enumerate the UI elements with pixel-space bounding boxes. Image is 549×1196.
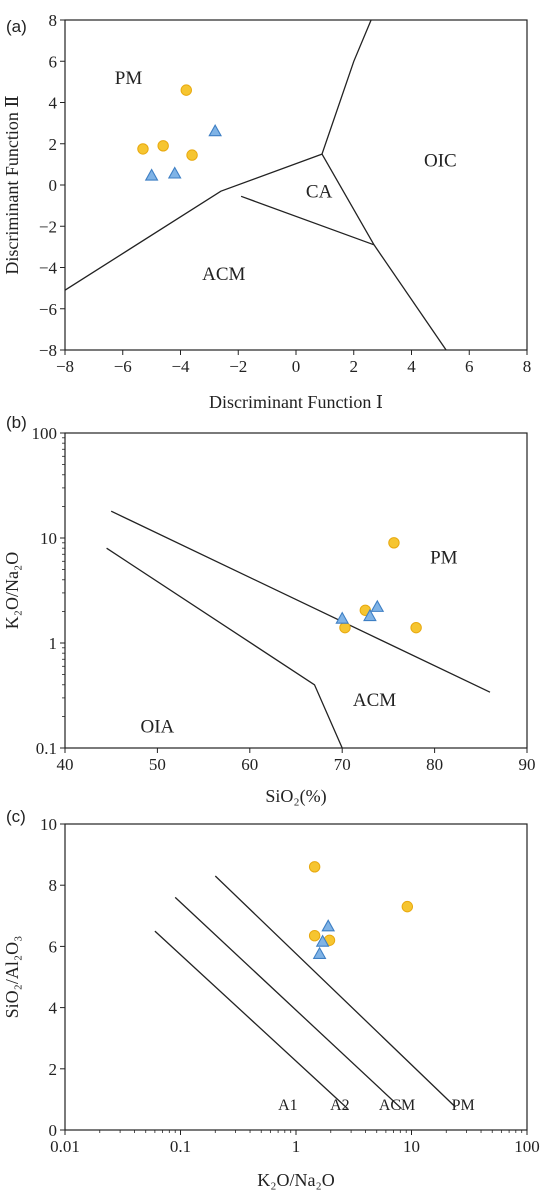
x-tick-label: 0.01 xyxy=(50,1137,80,1156)
x-axis-label: SiO₂(%) xyxy=(265,786,326,807)
region-label: OIC xyxy=(424,150,457,171)
y-tick-label: 6 xyxy=(49,937,58,956)
triangle-point xyxy=(312,946,327,959)
region-label: OIA xyxy=(141,717,175,738)
y-tick-label: 8 xyxy=(49,11,58,30)
x-tick-label: 1 xyxy=(292,1137,301,1156)
x-tick-label: 50 xyxy=(149,755,166,774)
triangle-point xyxy=(370,599,385,612)
region-label: ACM xyxy=(202,264,245,285)
x-tick-label: 60 xyxy=(241,755,258,774)
x-tick-label: 4 xyxy=(407,357,416,376)
x-tick-label: 2 xyxy=(350,357,359,376)
x-tick-label: 8 xyxy=(523,357,532,376)
boundary-line xyxy=(321,153,375,246)
circle-point xyxy=(401,900,414,913)
region-label: ACM xyxy=(353,690,396,711)
boundary-line xyxy=(373,244,447,350)
triangle-point xyxy=(363,608,377,622)
y-tick-label: −2 xyxy=(39,217,57,236)
plot-frame xyxy=(64,432,528,749)
panel-b: (b) 40 50 60 70 80 90 0.1 1 10 100 SiO₂(%) K₂O/Na₂O P… xyxy=(2,413,536,807)
x-tick-label: 0.1 xyxy=(170,1137,191,1156)
circle-point xyxy=(137,143,149,155)
region-label: PM xyxy=(430,548,458,569)
y-axis-label: SiO₂/Al₂O₃ xyxy=(2,936,22,1019)
line-label: ACM xyxy=(379,1097,415,1114)
x-axis-label: Discriminant Function Ⅰ xyxy=(209,392,383,412)
x-tick-label: −2 xyxy=(229,357,247,376)
y-axis-label: K₂O/Na₂O xyxy=(2,552,22,630)
boundary-lines xyxy=(154,875,456,1110)
triangle-point xyxy=(144,168,159,181)
y-tick-label: −4 xyxy=(39,259,58,278)
x-tick-label: 100 xyxy=(514,1137,540,1156)
x-tick-label: 70 xyxy=(334,755,351,774)
circle-point xyxy=(339,621,351,634)
line-label: PM xyxy=(452,1097,475,1114)
triangle-point xyxy=(335,611,350,624)
circle-point xyxy=(308,861,321,873)
y-tick-label: 0 xyxy=(49,1121,58,1140)
y-tick-label: 2 xyxy=(49,135,58,154)
circle-point xyxy=(410,621,422,634)
y-axis-label: Discriminant Function Ⅱ xyxy=(2,95,22,274)
circle-point xyxy=(157,140,169,152)
triangle-point xyxy=(321,919,336,932)
y-tick-label: 0.1 xyxy=(36,739,57,758)
y-tick-label: 10 xyxy=(40,815,57,834)
y-tick-label: 0 xyxy=(49,176,58,195)
region-label: CA xyxy=(306,181,333,202)
boundary-line xyxy=(214,875,456,1108)
boundary-line xyxy=(240,195,375,246)
circle-point xyxy=(186,149,198,161)
panel-c: (c) 0.01 0.1 1 10 100 0 2 4 6 8 10 K₂O/Na₂O SiO₂/Al₂O… xyxy=(2,807,540,1190)
x-axis-label: K₂O/Na₂O xyxy=(257,1170,335,1190)
triangle-point xyxy=(315,934,330,947)
region-label: PM xyxy=(115,68,143,89)
circle-point xyxy=(308,929,321,942)
line-label: A1 xyxy=(278,1097,298,1114)
y-tick-label: 8 xyxy=(49,876,58,895)
x-tick-label: 40 xyxy=(57,755,74,774)
x-tick-label: 6 xyxy=(465,357,474,376)
panel-label: (c) xyxy=(6,807,26,826)
circle-point xyxy=(180,84,192,96)
x-tick-label: 0 xyxy=(292,357,301,376)
y-tick-label: 100 xyxy=(32,424,58,443)
x-tick-label: 10 xyxy=(403,1137,420,1156)
y-tick-label: −8 xyxy=(39,341,57,360)
panel-a: (a) −8 −6 −4 −2 0 2 4 6 8 −8 −6 −4 −2 0 2 4 6 8 Discriminan… xyxy=(2,11,531,412)
x-tick-label: −6 xyxy=(114,357,132,376)
boundary-lines xyxy=(65,20,447,350)
boundary-lines xyxy=(106,510,491,748)
x-tick-label: 90 xyxy=(519,755,536,774)
panel-label: (a) xyxy=(6,17,27,36)
boundary-line xyxy=(110,510,491,693)
triangle-point xyxy=(167,166,182,179)
boundary-line xyxy=(65,153,323,291)
line-label: A2 xyxy=(330,1097,350,1114)
boundary-line xyxy=(321,20,372,155)
boundary-line xyxy=(106,547,343,748)
boundary-line xyxy=(174,896,402,1110)
y-tick-label: 10 xyxy=(40,529,57,548)
panel-label: (b) xyxy=(6,413,27,432)
triangle-point xyxy=(208,124,222,137)
plot-frame xyxy=(64,823,528,1131)
y-tick-label: 4 xyxy=(49,94,58,113)
y-tick-label: 4 xyxy=(49,999,58,1018)
y-tick-label: −6 xyxy=(39,300,57,319)
x-tick-label: −8 xyxy=(56,357,74,376)
x-tick-label: 80 xyxy=(426,755,443,774)
y-tick-label: 2 xyxy=(49,1060,58,1079)
y-tick-label: 1 xyxy=(49,634,58,653)
circle-point xyxy=(388,537,400,549)
x-tick-label: −4 xyxy=(171,357,190,376)
y-tick-label: 6 xyxy=(49,52,58,71)
boundary-line xyxy=(154,930,349,1110)
